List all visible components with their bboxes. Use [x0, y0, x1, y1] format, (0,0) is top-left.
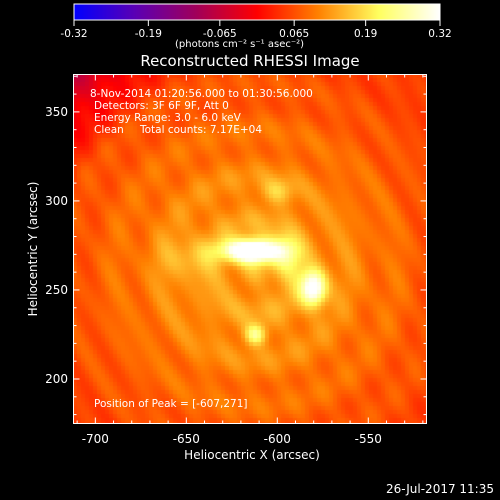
y-tick-label: 200: [45, 372, 68, 386]
x-tick-label: -600: [264, 432, 291, 446]
y-axis-ticks: 200 250 300 350: [45, 75, 427, 416]
colorbar-tick-label: -0.19: [135, 28, 162, 40]
colorbar-tick-label: 0.065: [279, 28, 309, 40]
colorbar-ticks: -0.32 -0.19 -0.065 0.065 0.19 0.32: [60, 20, 452, 40]
y-tick-label: 250: [45, 283, 68, 297]
x-tick-label: -550: [355, 432, 382, 446]
plot-frame: [73, 74, 427, 424]
colorbar-tick-label: -0.32: [60, 28, 87, 40]
x-tick-label: -650: [173, 432, 200, 446]
annotation-detectors: Detectors: 3F 6F 9F, Att 0: [94, 100, 229, 112]
footer-timestamp: 26-Jul-2017 11:35: [385, 482, 494, 496]
rhessi-image: [73, 74, 427, 424]
colorbar-tick-label: -0.065: [203, 28, 237, 40]
colorbar-tick-label: 0.19: [354, 28, 377, 40]
colorbar-unit-label: (photons cm⁻² s⁻¹ asec⁻²): [175, 39, 305, 50]
colorbar: [73, 3, 441, 21]
annotation-total-counts: Total counts: 7.17E+04: [140, 124, 263, 136]
x-axis-ticks: -700 -650 -600 -550: [76, 74, 424, 446]
chart-title: Reconstructed RHESSI Image: [140, 52, 360, 70]
y-axis-label: Heliocentric Y (arcsec): [26, 181, 40, 317]
annotation-peak-position: Position of Peak = [-607,271]: [94, 398, 248, 410]
y-tick-label: 350: [45, 105, 68, 119]
annotation-time-range: 8-Nov-2014 01:20:56.000 to 01:30:56.000: [90, 88, 313, 100]
colorbar-tick-label: 0.32: [428, 28, 451, 40]
annotation-energy: Energy Range: 3.0 - 6.0 keV: [94, 112, 241, 124]
y-tick-label: 300: [45, 194, 68, 208]
colorbar-area: -0.32 -0.19 -0.065 0.065 0.19 0.32: [60, 3, 452, 40]
x-axis-label: Heliocentric X (arcsec): [184, 448, 320, 462]
x-tick-label: -700: [82, 432, 109, 446]
annotation-clean: Clean: [94, 124, 124, 136]
